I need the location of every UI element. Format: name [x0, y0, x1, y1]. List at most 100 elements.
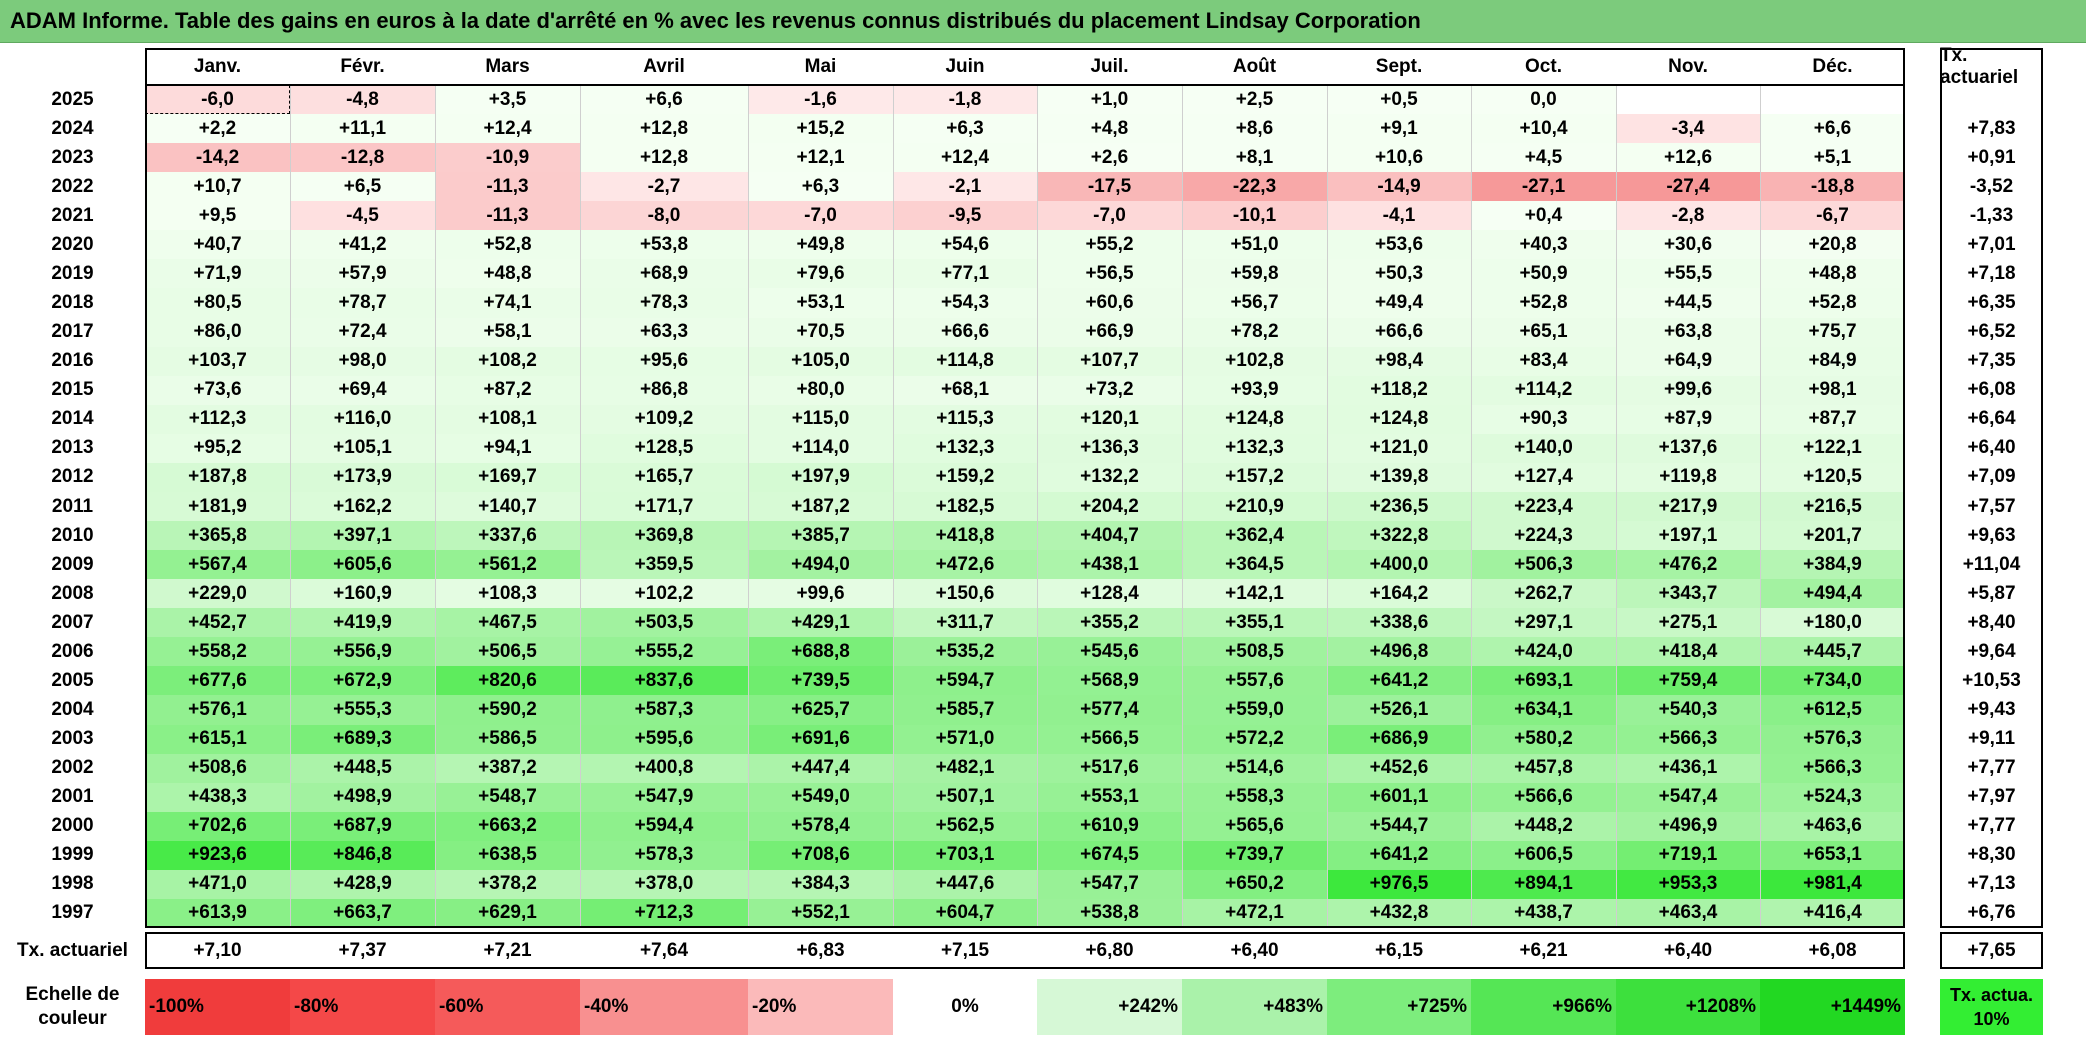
heatmap-cell: +387,2 — [435, 753, 580, 783]
heatmap-cell: +40,7 — [145, 230, 290, 260]
heatmap-cell: +3,5 — [435, 85, 580, 115]
heatmap-cell: +846,8 — [290, 840, 435, 870]
heatmap-cell: +894,1 — [1471, 869, 1616, 899]
heatmap-cell: -17,5 — [1037, 172, 1182, 202]
heatmap-cell: +54,6 — [893, 230, 1037, 260]
month-header: Mars — [485, 55, 530, 77]
heatmap-cell: +476,2 — [1616, 550, 1760, 580]
heatmap-cell: +9,5 — [145, 201, 290, 231]
month-header: Mai — [804, 55, 837, 77]
heatmap-cell: +2,6 — [1037, 143, 1182, 173]
year-label: 2017 — [51, 321, 94, 343]
heatmap-cell: +590,2 — [435, 695, 580, 725]
heatmap-cell: +164,2 — [1327, 579, 1471, 609]
heatmap-cell: +120,1 — [1037, 404, 1182, 434]
heatmap-cell: +71,9 — [145, 259, 290, 289]
year-label: 1997 — [51, 902, 94, 924]
heatmap-cell: -2,8 — [1616, 201, 1760, 231]
heatmap-cell: +565,6 — [1182, 811, 1327, 841]
heatmap-cell: +52,8 — [1760, 288, 1905, 318]
heatmap-cell: +119,8 — [1616, 462, 1760, 492]
annual-rate-cell: +6,40 — [1967, 437, 2016, 459]
month-header: Sept. — [1375, 55, 1423, 77]
heatmap-cell: +181,9 — [145, 491, 290, 522]
year-label: 1999 — [51, 844, 94, 866]
year-label: 2019 — [51, 262, 94, 284]
heatmap-cell: +538,8 — [1037, 898, 1182, 929]
heatmap-cell: +1,0 — [1037, 85, 1182, 115]
heatmap-cell: +55,5 — [1616, 259, 1760, 289]
footer-rate-cell: +7,37 — [338, 939, 387, 961]
heatmap-cell: +86,0 — [145, 317, 290, 347]
annual-rate-cell: +9,64 — [1967, 640, 2016, 662]
annual-rate-cell: +7,77 — [1967, 815, 2016, 837]
heatmap-cell: +641,2 — [1327, 666, 1471, 696]
heatmap-cell: +362,4 — [1182, 521, 1327, 551]
heatmap-cell: +557,6 — [1182, 666, 1327, 696]
heatmap-cell: +577,4 — [1037, 695, 1182, 725]
heatmap-cell: +674,5 — [1037, 840, 1182, 870]
annual-rate-cell: +7,97 — [1967, 786, 2016, 808]
heatmap-cell: +712,3 — [580, 898, 748, 929]
heatmap-cell: +297,1 — [1471, 608, 1616, 638]
heatmap-cell: +567,4 — [145, 550, 290, 580]
heatmap-cell: +759,4 — [1616, 666, 1760, 696]
heatmap-cell: +496,9 — [1616, 811, 1760, 841]
title-bar: ADAM Informe. Table des gains en euros à… — [0, 0, 2086, 43]
heatmap-cell: +182,5 — [893, 491, 1037, 522]
heatmap-cell: +95,2 — [145, 433, 290, 463]
annual-rate-cell: -3,52 — [1969, 175, 2014, 197]
heatmap-cell: -18,8 — [1760, 172, 1905, 202]
heatmap-cell: +137,6 — [1616, 433, 1760, 463]
annual-rate-cell: +7,09 — [1967, 466, 2016, 488]
heatmap-cell: +359,5 — [580, 550, 748, 580]
heatmap-cell: +53,6 — [1327, 230, 1471, 260]
heatmap-cell: +40,3 — [1471, 230, 1616, 260]
heatmap-cell: +8,6 — [1182, 114, 1327, 144]
heatmap-cell: +463,6 — [1760, 811, 1905, 841]
heatmap-cell: +739,5 — [748, 666, 893, 696]
heatmap-cell: -7,0 — [1037, 201, 1182, 231]
heatmap-cell: +438,1 — [1037, 550, 1182, 580]
heatmap-cell: +691,6 — [748, 724, 893, 754]
heatmap-cell: +8,1 — [1182, 143, 1327, 173]
heatmap-cell: +463,4 — [1616, 898, 1760, 929]
column-divider — [748, 85, 749, 929]
heatmap-cell: +115,0 — [748, 404, 893, 434]
annual-rate-cell: -1,33 — [1969, 204, 2014, 226]
heatmap-cell: -7,0 — [748, 201, 893, 231]
heatmap-cell: +4,8 — [1037, 114, 1182, 144]
heatmap-cell: +561,2 — [435, 550, 580, 580]
heatmap-cell: +549,0 — [748, 782, 893, 812]
heatmap-cell: +558,3 — [1182, 782, 1327, 812]
heatmap-cell: +93,9 — [1182, 375, 1327, 405]
heatmap-cell: +157,2 — [1182, 462, 1327, 492]
heatmap-cell: +116,0 — [290, 404, 435, 434]
heatmap-cell: +547,7 — [1037, 869, 1182, 899]
heatmap-cell: +53,8 — [580, 230, 748, 260]
heatmap-cell: +9,1 — [1327, 114, 1471, 144]
heatmap-cell — [1760, 85, 1905, 115]
heatmap-cell: +585,7 — [893, 695, 1037, 725]
heatmap-cell: +86,8 — [580, 375, 748, 405]
heatmap-cell: +108,2 — [435, 346, 580, 376]
heatmap-cell: +524,3 — [1760, 782, 1905, 812]
column-divider — [1327, 85, 1328, 929]
heatmap-cell: +595,6 — [580, 724, 748, 754]
heatmap-cell: +55,2 — [1037, 230, 1182, 260]
heatmap-cell: +10,7 — [145, 172, 290, 202]
heatmap-cell: +10,6 — [1327, 143, 1471, 173]
year-label: 2003 — [51, 728, 94, 750]
scale-swatch: +725% — [1327, 979, 1471, 1035]
color-scale-label: Echelle de couleur — [25, 984, 120, 1029]
heatmap-cell: -9,5 — [893, 201, 1037, 231]
heatmap-cell: +508,6 — [145, 753, 290, 783]
heatmap-cell: +99,6 — [1616, 375, 1760, 405]
heatmap-cell: +216,5 — [1760, 491, 1905, 522]
heatmap-cell: +558,2 — [145, 637, 290, 667]
heatmap-cell: +496,8 — [1327, 637, 1471, 667]
annual-rate-cell: +7,83 — [1967, 117, 2016, 139]
heatmap-cell: +12,4 — [893, 143, 1037, 173]
heatmap-cell: +404,7 — [1037, 521, 1182, 551]
heatmap-cell: +338,6 — [1327, 608, 1471, 638]
